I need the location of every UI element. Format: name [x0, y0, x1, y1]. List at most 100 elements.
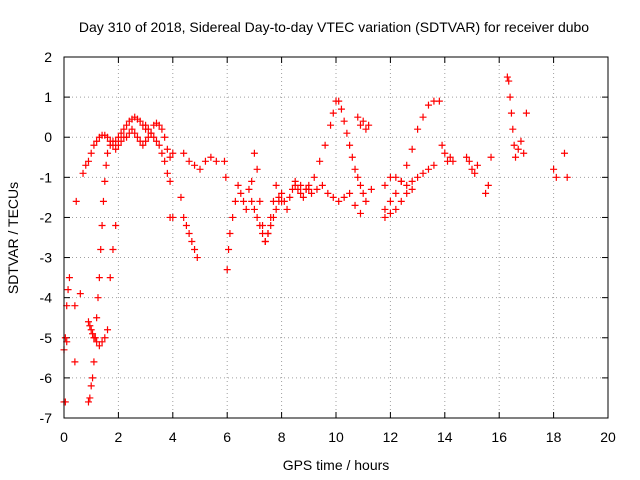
data-point [182, 221, 190, 229]
y-tick-label: 1 [44, 89, 52, 105]
data-point [392, 205, 400, 213]
data-point [310, 173, 318, 181]
data-point [169, 213, 177, 221]
data-point [550, 165, 558, 173]
data-point [136, 117, 144, 125]
data-point [169, 149, 177, 157]
data-point [101, 177, 109, 185]
data-point [473, 161, 481, 169]
y-tick-label: -6 [40, 370, 53, 386]
x-axis-ticks: 0 2 4 6 8 10 12 14 16 18 20 [60, 57, 616, 445]
data-point [253, 213, 261, 221]
data-point [229, 213, 237, 221]
series-trace-9h-band [291, 177, 375, 217]
data-point [142, 121, 150, 129]
data-point [329, 109, 337, 117]
x-tick-label: 2 [115, 429, 123, 445]
data-point [123, 121, 131, 129]
y-axis-ticks: -7 -6 -5 -4 -3 -2 -1 0 1 2 [40, 49, 608, 426]
data-point [327, 121, 335, 129]
data-point [356, 181, 364, 189]
data-point [117, 137, 125, 145]
data-point [163, 145, 171, 153]
data-point [487, 153, 495, 161]
data-point [161, 157, 169, 165]
data-point [237, 189, 245, 197]
data-point [152, 137, 160, 145]
data-point [196, 165, 204, 173]
data-point [223, 266, 231, 274]
data-point [248, 177, 256, 185]
data-point [419, 113, 427, 121]
data-point [264, 229, 272, 237]
data-point [522, 109, 530, 117]
data-point [256, 221, 264, 229]
data-point [231, 197, 239, 205]
data-point [84, 157, 92, 165]
data-point [226, 229, 234, 237]
grid [64, 57, 608, 418]
data-point [414, 125, 422, 133]
data-point [403, 189, 411, 197]
data-point [95, 342, 103, 350]
data-point [514, 145, 522, 153]
data-point [297, 189, 305, 197]
data-point [403, 181, 411, 189]
data-point [131, 129, 139, 137]
data-point [222, 173, 230, 181]
data-point [505, 77, 513, 85]
data-point [510, 141, 518, 149]
data-point [128, 125, 136, 133]
data-point [335, 197, 343, 205]
data-point [563, 173, 571, 181]
data-point [245, 185, 253, 193]
data-point [340, 193, 348, 201]
data-point [283, 205, 291, 213]
data-point [89, 374, 97, 382]
data-point [465, 157, 473, 165]
x-tick-label: 0 [60, 429, 68, 445]
series-trace-4h-descent [177, 193, 201, 262]
data-point [318, 181, 326, 189]
data-point [112, 221, 120, 229]
data-point [112, 145, 120, 153]
data-point [161, 133, 169, 141]
data-point [180, 213, 188, 221]
data-point [313, 185, 321, 193]
data-point [155, 121, 163, 129]
data-point [79, 169, 87, 177]
data-point [256, 197, 264, 205]
data-point [87, 382, 95, 390]
x-tick-label: 14 [437, 429, 453, 445]
data-point [503, 73, 511, 81]
data-point [386, 197, 394, 205]
data-point [424, 101, 432, 109]
data-point [248, 197, 256, 205]
data-point [403, 161, 411, 169]
x-tick-label: 20 [600, 429, 616, 445]
data-point [94, 294, 102, 302]
data-point [102, 161, 110, 169]
series-trace-11h-arc [354, 113, 373, 133]
data-point [408, 177, 416, 185]
data-point [351, 201, 359, 209]
data-point [362, 125, 370, 133]
data-point [93, 137, 101, 145]
data-point [308, 189, 316, 197]
data-point [250, 149, 258, 157]
data-point [392, 173, 400, 181]
data-point [365, 121, 373, 129]
data-point [261, 238, 269, 246]
data-point [212, 157, 220, 165]
data-point [348, 153, 356, 161]
data-point [220, 157, 228, 165]
data-point [272, 205, 280, 213]
series-trace-rise-c [84, 119, 177, 165]
x-tick-label: 12 [383, 429, 399, 445]
data-point [133, 133, 141, 141]
data-point [250, 205, 258, 213]
data-point [294, 185, 302, 193]
data-point [446, 153, 454, 161]
data-point [346, 141, 354, 149]
data-point [95, 274, 103, 282]
